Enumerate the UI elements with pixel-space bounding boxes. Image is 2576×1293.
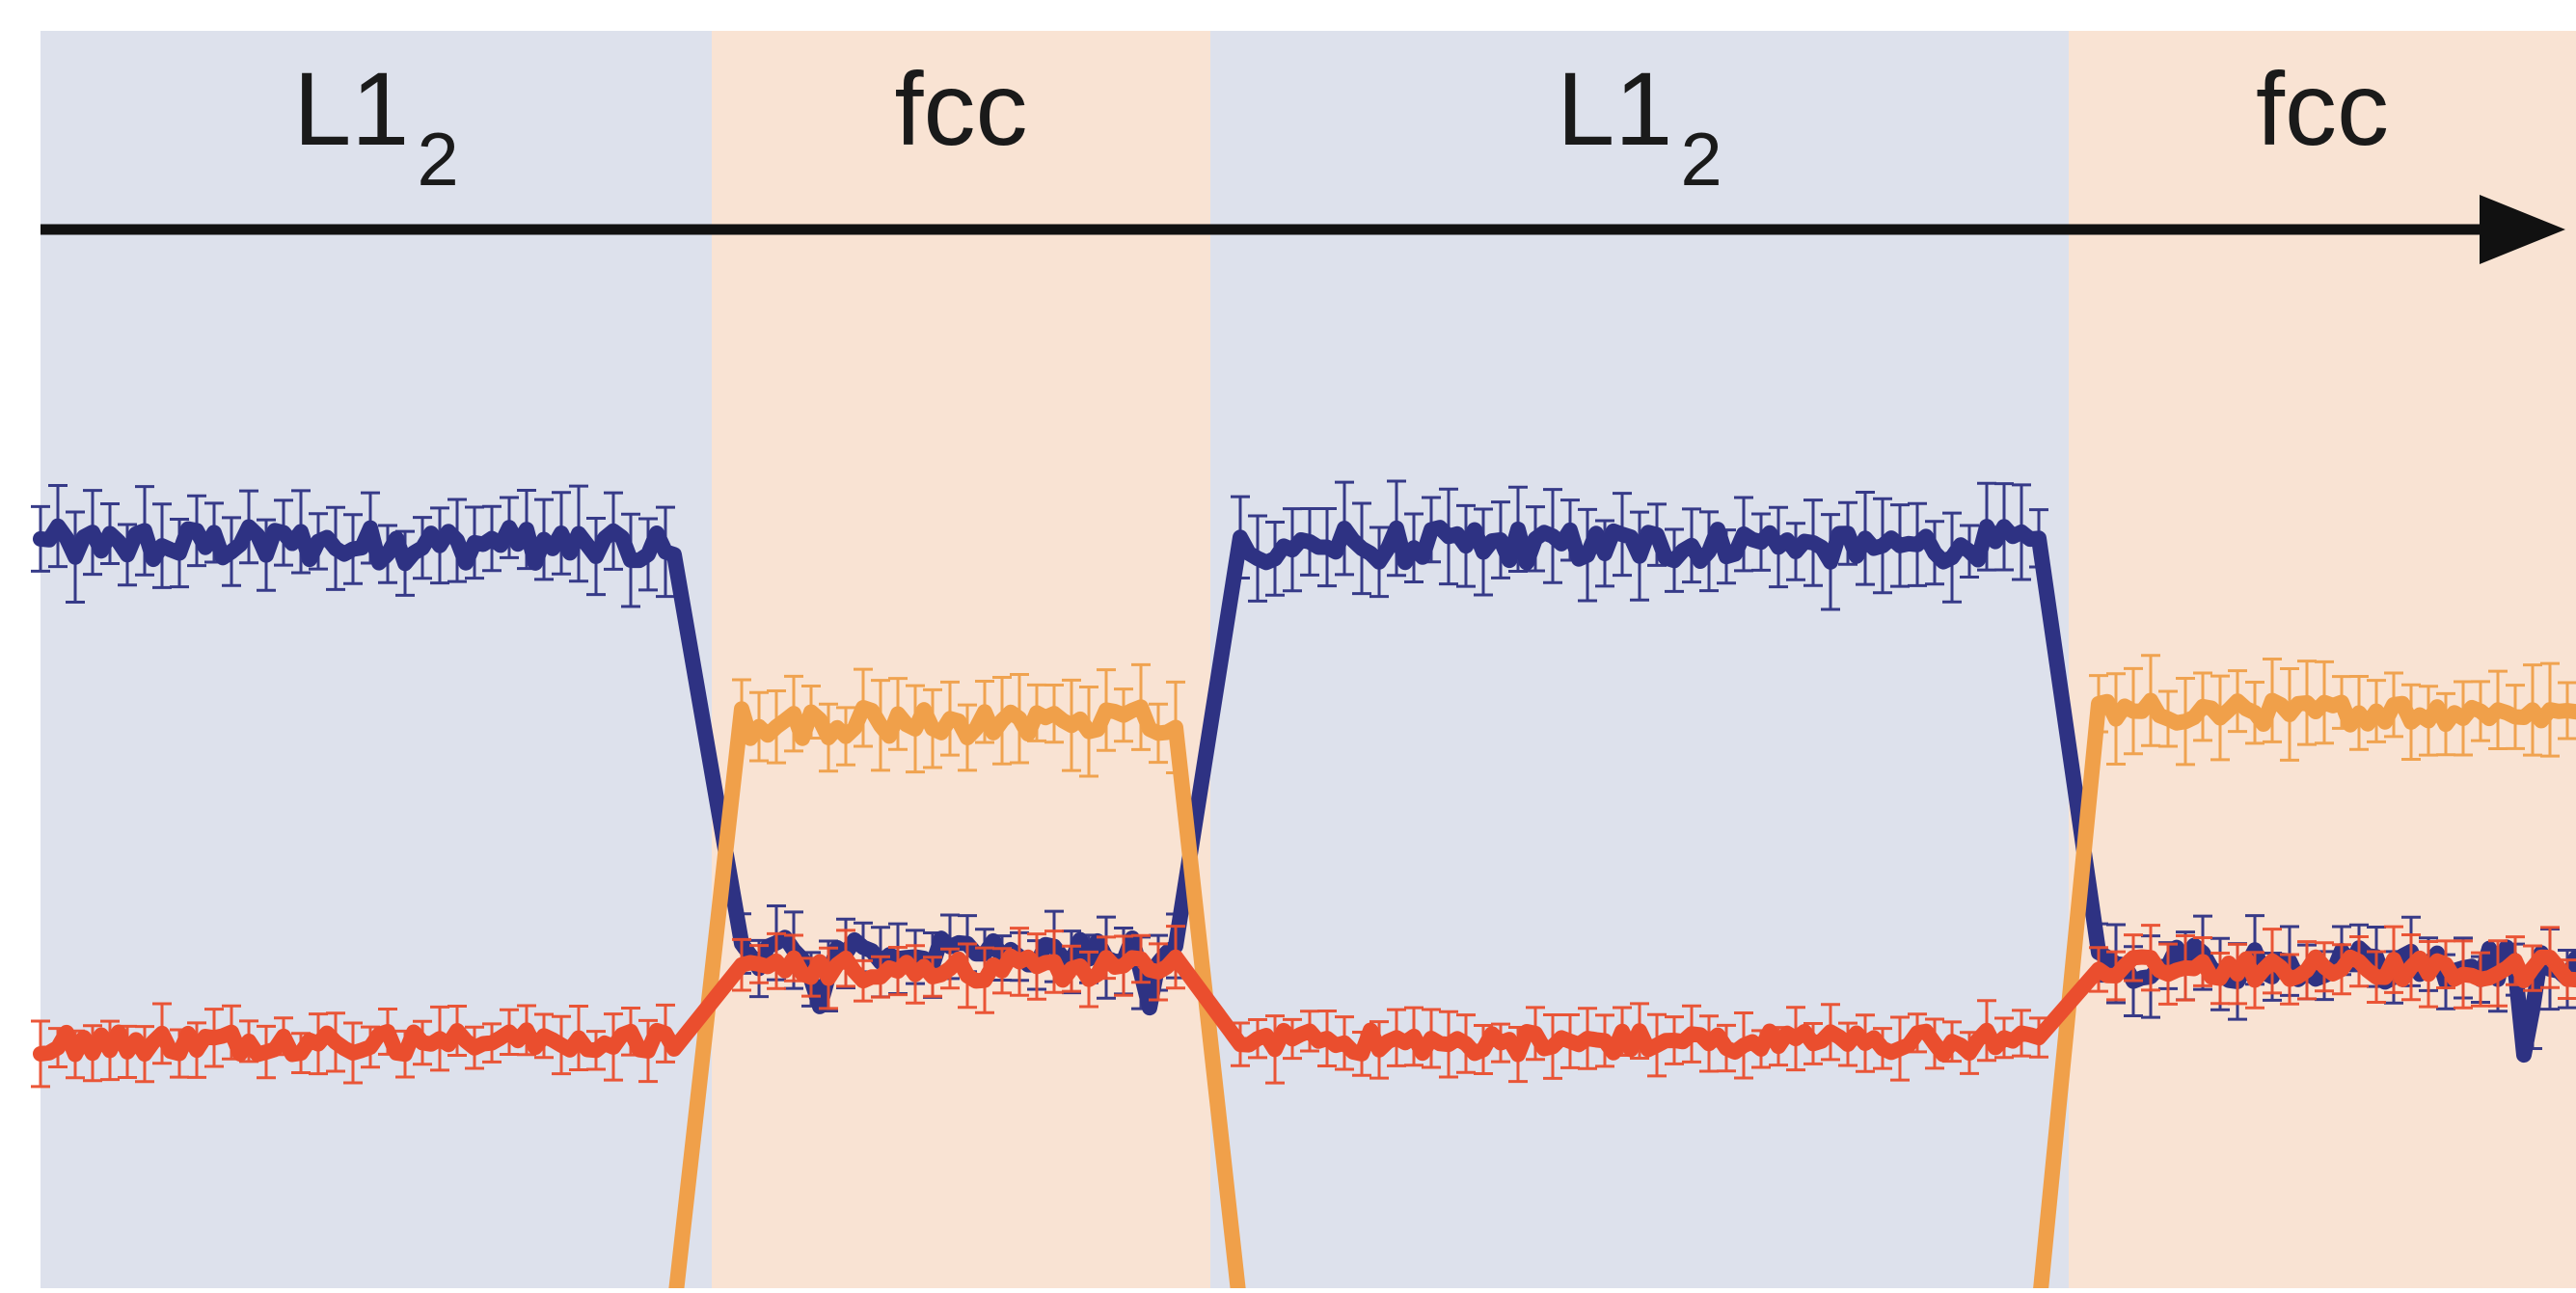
phase-labels: L1 2 fcc L1 2 fcc xyxy=(293,50,2389,202)
phase-label: fcc xyxy=(894,50,1027,167)
phase-label-text: L1 xyxy=(293,50,409,167)
phase-band xyxy=(41,31,712,1288)
phase-label-text: fcc xyxy=(894,50,1027,167)
phase-label-text: L1 xyxy=(1557,50,1672,167)
phase-label: L1 2 xyxy=(293,50,459,202)
phase-label-subscript: 2 xyxy=(417,117,458,202)
series-line xyxy=(33,518,2576,1064)
time-arrow-head xyxy=(2480,195,2565,264)
series-line xyxy=(33,948,2576,1063)
phase-label: L1 2 xyxy=(1557,50,1722,202)
series xyxy=(667,654,2576,1293)
phase-label: fcc xyxy=(2256,50,2389,167)
phase-band xyxy=(1210,31,2069,1288)
series-group xyxy=(31,479,2576,1293)
phase-band xyxy=(712,31,1210,1288)
phase-label-subscript: 2 xyxy=(1680,117,1722,202)
series-line xyxy=(667,692,2576,1293)
phase-bands xyxy=(41,31,2576,1288)
series xyxy=(31,924,2576,1089)
phase-label-text: fcc xyxy=(2256,50,2389,167)
